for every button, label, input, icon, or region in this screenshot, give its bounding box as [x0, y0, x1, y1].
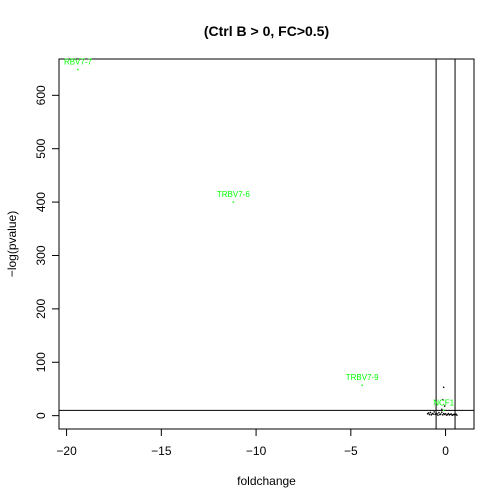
data-point — [433, 411, 436, 413]
y-axis: 0 100 200 300 400 500 600 — [34, 85, 60, 419]
data-point — [440, 408, 443, 411]
x-tick-label: −15 — [151, 444, 172, 458]
data-point — [441, 398, 444, 401]
y-tick-label: 300 — [34, 245, 48, 265]
data-point — [438, 411, 440, 414]
x-axis: −20 −15 −10 −5 0 — [56, 428, 449, 458]
y-tick-label: 0 — [34, 412, 48, 419]
data-point — [440, 411, 443, 413]
data-point — [430, 414, 433, 416]
data-point — [440, 413, 442, 415]
data-point — [450, 413, 453, 415]
x-tick-label: 0 — [442, 444, 449, 458]
highlighted-points: RBV7-7 TRBV7-6 TRBV7-9 NCF1 — [64, 58, 455, 412]
data-point — [443, 405, 446, 407]
threshold-lines — [59, 59, 474, 429]
data-point — [446, 413, 449, 416]
x-axis-label: foldchange — [237, 474, 296, 488]
y-tick-label: 200 — [34, 299, 48, 319]
x-tick-label: −20 — [56, 444, 77, 458]
data-point — [432, 413, 435, 415]
data-point — [444, 412, 447, 415]
plot-frame — [58, 58, 475, 430]
x-tick-label: −5 — [344, 444, 358, 458]
y-tick-label: 400 — [34, 192, 48, 212]
background-points — [426, 386, 458, 417]
data-point — [456, 414, 458, 416]
data-point — [436, 412, 438, 415]
data-point — [447, 412, 450, 415]
highlighted-point — [442, 409, 445, 412]
point-label: TRBV7-6 — [217, 190, 250, 199]
x-tick-label: −10 — [246, 444, 267, 458]
point-label: TRBV7-9 — [346, 373, 379, 382]
highlighted-point — [361, 384, 363, 387]
y-tick-label: 500 — [34, 138, 48, 158]
chart-title: (Ctrl B > 0, FC>0.5) — [204, 23, 329, 39]
highlighted-point — [232, 201, 235, 203]
data-point — [427, 412, 430, 414]
data-point — [441, 414, 444, 416]
data-point — [442, 386, 445, 389]
y-tick-label: 100 — [34, 352, 48, 372]
highlighted-point — [77, 68, 79, 71]
point-label: NCF1 — [433, 398, 454, 407]
data-point — [437, 414, 439, 416]
point-label: RBV7-7 — [64, 58, 93, 67]
y-tick-label: 600 — [34, 85, 48, 105]
y-axis-label: −log(pvalue) — [5, 211, 19, 277]
data-point — [429, 411, 432, 414]
data-point — [428, 413, 431, 416]
data-point — [434, 413, 436, 416]
